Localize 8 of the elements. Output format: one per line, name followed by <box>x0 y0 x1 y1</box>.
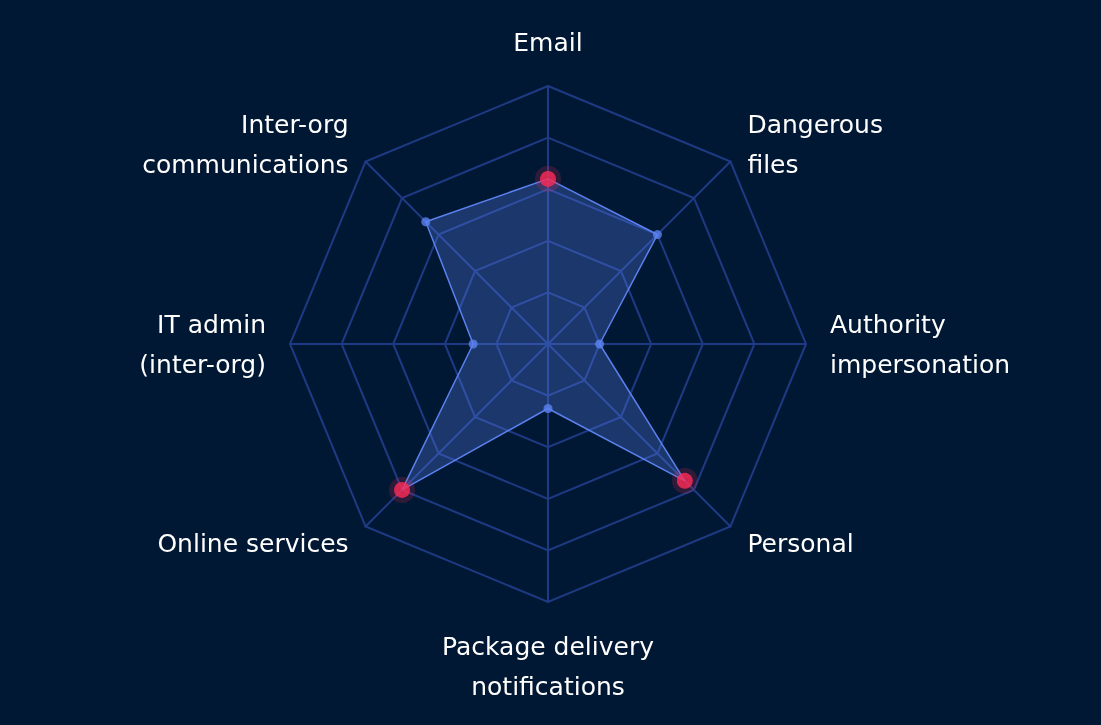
spoke-label: Online services <box>157 528 349 558</box>
spoke-label: Email <box>513 27 583 57</box>
spoke-label: Inter-org communications <box>142 110 349 180</box>
spoke-label: Dangerous files <box>747 110 883 180</box>
spoke-label: Personal <box>747 528 854 558</box>
spoke-label: Package delivery notifications <box>442 631 655 701</box>
spoke-label: IT admin (inter-org) <box>139 309 266 379</box>
spoke-label: Authority impersonation <box>830 309 1011 379</box>
